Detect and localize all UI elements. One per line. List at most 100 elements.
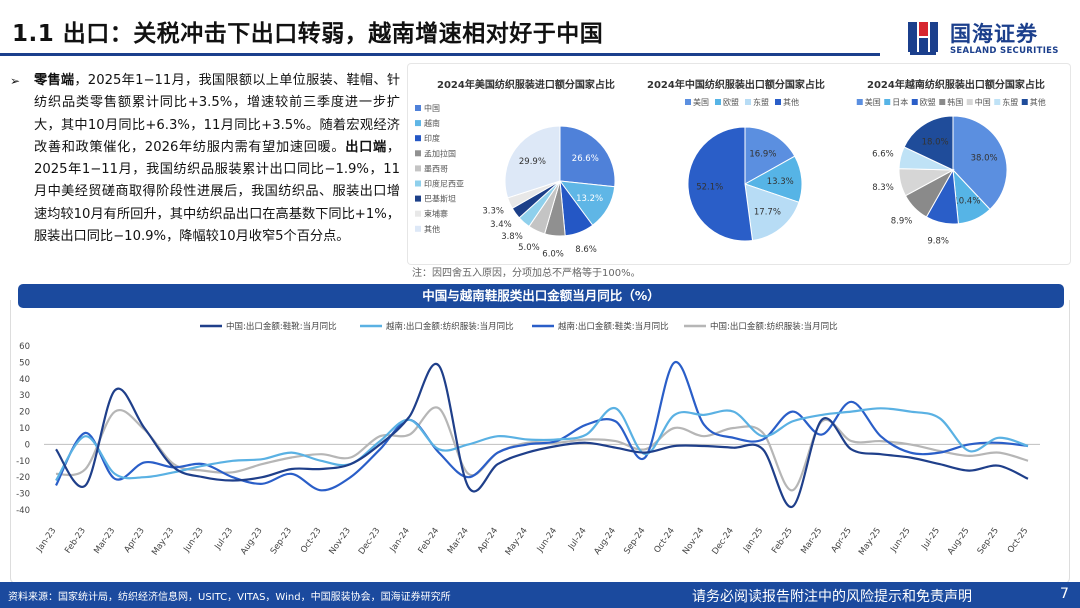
series-line-2 bbox=[55, 361, 1029, 492]
x-tick-27: Apr-25 bbox=[829, 526, 853, 555]
pie1-slice-0 bbox=[559, 125, 616, 188]
logo-cn-text: 国海证券 bbox=[950, 22, 1038, 46]
pie3-label-0: 38.0% bbox=[971, 154, 998, 164]
y-tick-6: 0 bbox=[25, 440, 30, 450]
y-tick-3: 30 bbox=[19, 391, 30, 401]
x-tick-4: May-23 bbox=[150, 526, 176, 557]
pie3-legend-label-5: 东盟 bbox=[1002, 97, 1018, 107]
pie1-label-5: 3.8% bbox=[501, 232, 523, 242]
pie2-legend-label-1: 欧盟 bbox=[723, 97, 739, 107]
x-tick-6: Jul-23 bbox=[213, 526, 236, 552]
pie3-legend-label-0: 美国 bbox=[865, 97, 881, 107]
pie1-legend-swatch-5 bbox=[415, 180, 421, 187]
y-tick-5: 10 bbox=[19, 424, 30, 434]
pie1-label-4: 5.0% bbox=[518, 243, 540, 253]
pie1-legend-swatch-8 bbox=[415, 225, 421, 232]
pie1-legend-label-7: 柬埔寨 bbox=[424, 209, 448, 219]
x-tick-3: Apr-23 bbox=[123, 526, 147, 555]
pie1-label-7: 3.3% bbox=[482, 207, 504, 217]
x-tick-23: Dec-24 bbox=[710, 526, 736, 557]
pie1-title: 2024年美国纺织服装进口额分国家占比 bbox=[437, 80, 615, 91]
pie1-legend-swatch-0 bbox=[415, 105, 421, 111]
x-tick-29: Jun-25 bbox=[888, 526, 912, 555]
x-tick-5: Jun-23 bbox=[181, 526, 205, 555]
pie1-label-6: 3.4% bbox=[490, 220, 512, 230]
x-tick-33: Oct-25 bbox=[1006, 526, 1031, 555]
page-number: 7 bbox=[1060, 586, 1069, 602]
pie1-legend-swatch-7 bbox=[415, 210, 421, 217]
pie3-legend-swatch-5 bbox=[994, 99, 1001, 105]
pie2-slice-2 bbox=[744, 183, 800, 242]
pie2-legend-label-0: 美国 bbox=[693, 97, 709, 107]
pie3-label-5: 6.6% bbox=[872, 149, 894, 159]
pie2-legend-swatch-0 bbox=[685, 99, 691, 105]
pie2-label-3: 52.1% bbox=[696, 182, 723, 192]
x-tick-12: Jan-24 bbox=[388, 526, 412, 555]
pie3-legend-swatch-2 bbox=[911, 99, 918, 105]
pie-charts-panel: 2024年美国纺织服装进口额分国家占比 2024年中国纺织服装出口额分国家占比 … bbox=[408, 64, 1070, 264]
pie3-slice-6 bbox=[903, 115, 954, 171]
pie2-legend-label-2: 东盟 bbox=[753, 97, 769, 107]
bullet-arrow-icon: ➢ bbox=[10, 74, 21, 88]
pie1-legend-swatch-3 bbox=[415, 150, 421, 157]
pie2-label-0: 16.9% bbox=[749, 150, 776, 160]
pie3-legend-label-3: 韩国 bbox=[947, 97, 963, 107]
pie3-legend-label-4: 中国 bbox=[975, 97, 991, 107]
logo-en-text: SEALAND SECURITIES bbox=[950, 46, 1059, 56]
pie3-legend-label-2: 欧盟 bbox=[920, 97, 936, 107]
pie2-label-2: 17.7% bbox=[754, 207, 781, 217]
pie1-legend-label-3: 孟加拉国 bbox=[424, 148, 456, 158]
x-tick-22: Nov-24 bbox=[681, 526, 707, 557]
y-tick-7: -10 bbox=[16, 457, 30, 467]
pie3-label-3: 8.9% bbox=[891, 216, 913, 226]
x-tick-14: Mar-24 bbox=[446, 526, 471, 556]
commentary: ➢ 零售端，2025年1−11月，我国限额以上单位服装、鞋帽、针纺织品类零售额累… bbox=[8, 70, 400, 248]
pie1-label-0: 26.6% bbox=[572, 154, 599, 164]
y-tick-0: 60 bbox=[19, 342, 30, 352]
x-tick-17: Jun-24 bbox=[535, 526, 559, 555]
pie2-legend-label-3: 其他 bbox=[783, 97, 799, 107]
pie-charts: 26.6% 13.2% 8.6% 6.0%5.0%3.8% 3.4% 3.3% 29.9% 中… bbox=[415, 97, 1046, 260]
pie3-title: 2024年越南纺织服装出口额分国家占比 bbox=[867, 80, 1045, 91]
x-tick-16: May-24 bbox=[504, 526, 530, 557]
series-line-1 bbox=[55, 407, 1029, 482]
pie2-slice-3 bbox=[687, 126, 754, 242]
footer-disclaimer: 请务必阅读报告附注中的风险提示和免责声明 bbox=[692, 589, 972, 605]
pie1-label-2: 8.6% bbox=[575, 245, 597, 255]
pie2-title: 2024年中国纺织服装出口额分国家占比 bbox=[647, 80, 825, 91]
footer-source: 资料来源：国家统计局，纺织经济信息网，USITC，VITAS，Wind，中国服装… bbox=[8, 592, 451, 603]
x-tick-18: Jul-24 bbox=[566, 526, 589, 552]
x-tick-11: Dec-23 bbox=[357, 526, 383, 557]
pie2-label-1: 13.3% bbox=[767, 177, 794, 187]
pie3-label-1: 10.4% bbox=[953, 197, 980, 207]
pie3-slice-0 bbox=[952, 115, 1008, 211]
x-tick-2: Mar-23 bbox=[92, 526, 117, 556]
pie1-legend-swatch-6 bbox=[415, 195, 421, 202]
pie3-label-4: 8.3% bbox=[872, 183, 894, 193]
pie1-legend-label-4: 墨西哥 bbox=[424, 164, 448, 173]
sealand-logo-icon bbox=[908, 22, 938, 55]
x-tick-8: Sep-23 bbox=[269, 526, 294, 556]
pie3-legend-swatch-4 bbox=[966, 99, 973, 105]
pie1-legend-label-5: 印度尼西亚 bbox=[424, 179, 464, 189]
rounding-note: 注：因四舍五入原因，分项加总不严格等于100%。 bbox=[412, 268, 641, 279]
retail-text: ，2025年1−11月，我国限额以上单位服装、鞋帽、针纺织品类零售额累计同比+3… bbox=[34, 73, 401, 155]
x-tick-31: Aug-25 bbox=[946, 526, 972, 557]
y-tick-10: -40 bbox=[16, 506, 30, 516]
line-chart-title: 中国与越南鞋服类出口金额当月同比（%） bbox=[18, 284, 1064, 308]
pie1-legend-label-6: 巴基斯坦 bbox=[424, 194, 456, 204]
pie1-label-8: 29.9% bbox=[519, 157, 546, 167]
pie1-legend-label-1: 越南 bbox=[424, 118, 440, 128]
footer-bar: 资料来源：国家统计局，纺织经济信息网，USITC，VITAS，Wind，中国服装… bbox=[0, 582, 1080, 608]
x-tick-15: Apr-24 bbox=[476, 526, 500, 555]
x-tick-28: May-25 bbox=[857, 526, 883, 557]
pie3-label-6: 18.0% bbox=[922, 138, 949, 148]
pie2-legend-swatch-2 bbox=[745, 99, 751, 105]
y-tick-8: -20 bbox=[16, 473, 30, 483]
pie3-legend-swatch-3 bbox=[939, 99, 946, 105]
pie3-legend-swatch-0 bbox=[856, 99, 863, 105]
pie3-legend-swatch-6 bbox=[1021, 99, 1028, 105]
pie1-legend-swatch-1 bbox=[415, 120, 421, 127]
